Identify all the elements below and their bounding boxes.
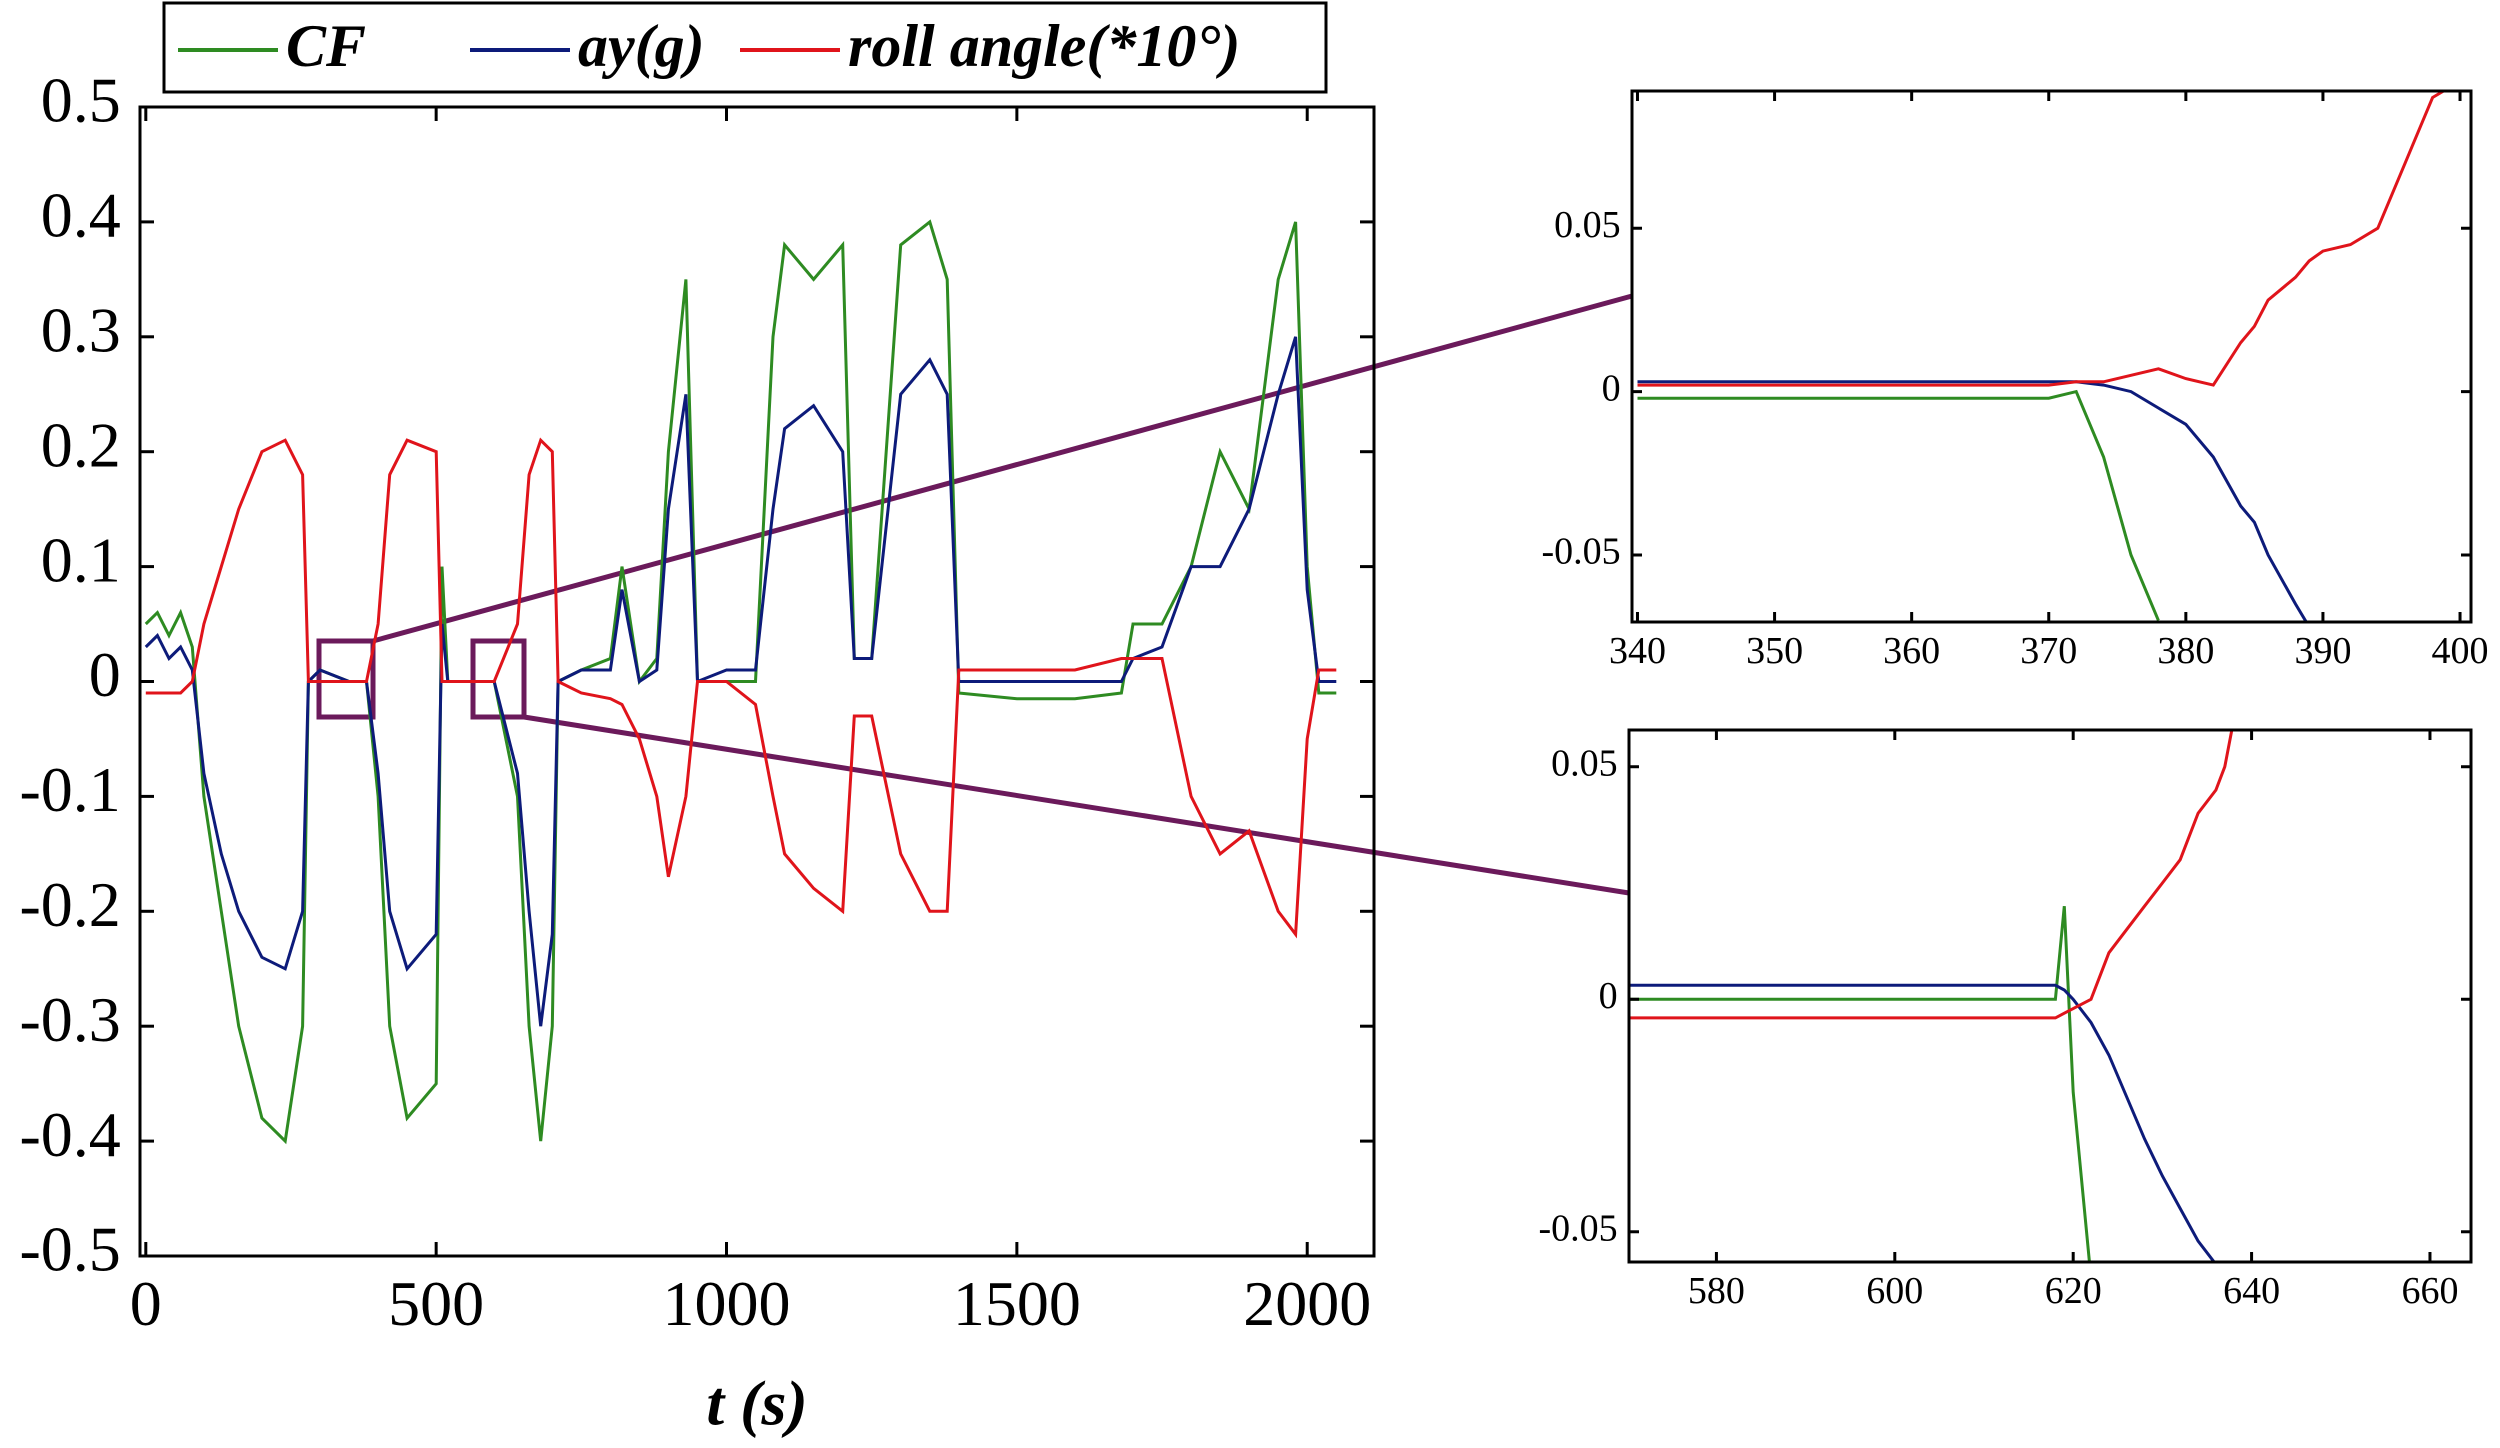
x-tick-label: 350 (1746, 630, 1803, 672)
y-tick-label: -0.05 (1538, 1207, 1617, 1249)
x-tick-label: 620 (2045, 1270, 2102, 1312)
zoom-box (470, 638, 527, 720)
series-line (144, 219, 1337, 1145)
y-tick-label: 0.05 (1551, 742, 1618, 784)
x-tick-label: 1000 (663, 1268, 791, 1339)
y-tick-label: -0.2 (19, 869, 120, 940)
plot-frame (1630, 89, 2473, 624)
series-line (144, 336, 1337, 1027)
plot-frame (1627, 728, 2473, 1264)
x-tick-label: 580 (1688, 1270, 1745, 1312)
y-tick-label: -0.5 (19, 1214, 120, 1285)
series-line (1629, 906, 2091, 1262)
x-tick-label: 1500 (953, 1268, 1081, 1339)
legend-label: roll angle(*10°) (848, 13, 1240, 79)
x-tick-label: 600 (1866, 1270, 1923, 1312)
series-line (145, 437, 1337, 939)
series-line (1637, 389, 2160, 621)
x-tick-label: 400 (2432, 630, 2489, 672)
x-tick-label: 340 (1609, 630, 1666, 672)
x-tick-label: 370 (2020, 630, 2077, 672)
y-tick-label: -0.05 (1541, 531, 1620, 573)
series-line (1629, 730, 2234, 1020)
x-tick-label: 640 (2223, 1270, 2280, 1312)
x-axis-label: t (s) (706, 1368, 807, 1439)
y-tick-label: -0.4 (19, 1099, 120, 1170)
x-tick-label: 500 (388, 1268, 484, 1339)
legend-label: ay(g) (578, 13, 705, 79)
y-tick-label: 0 (1599, 975, 1618, 1017)
series-line (1637, 380, 2309, 622)
y-tick-label: 0.2 (41, 409, 121, 480)
series-line (1637, 91, 2447, 387)
x-tick-label: 0 (130, 1268, 162, 1339)
y-tick-label: 0.4 (41, 180, 121, 251)
zoom-connector (523, 714, 1630, 896)
y-tick-label: 0 (89, 639, 121, 710)
series-line (1629, 983, 2217, 1262)
x-tick-label: 2000 (1243, 1268, 1371, 1339)
y-tick-label: 0.05 (1554, 204, 1621, 246)
y-tick-label: 0.1 (41, 524, 121, 595)
x-tick-label: 390 (2294, 630, 2351, 672)
x-tick-label: 360 (1883, 630, 1940, 672)
y-tick-label: 0 (1602, 367, 1621, 409)
x-tick-label: 660 (2401, 1270, 2458, 1312)
y-tick-label: -0.1 (19, 754, 120, 825)
y-tick-label: -0.3 (19, 984, 120, 1055)
x-tick-label: 380 (2157, 630, 2214, 672)
zoom-connector (372, 293, 1633, 644)
y-tick-label: 0.5 (41, 65, 121, 136)
legend (162, 1, 1328, 94)
y-tick-label: 0.3 (41, 294, 121, 365)
legend-label: CF (286, 13, 366, 79)
zoom-box (316, 638, 376, 720)
